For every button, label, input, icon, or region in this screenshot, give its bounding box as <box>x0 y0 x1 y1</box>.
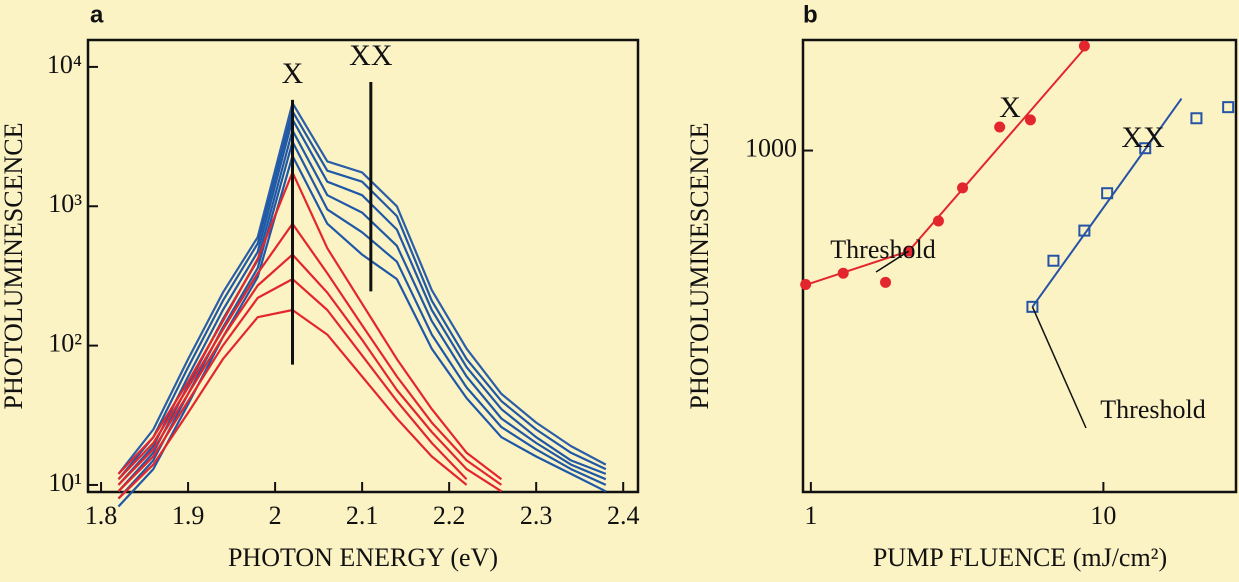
plot-frame <box>801 38 1238 494</box>
data-point <box>994 121 1006 133</box>
x-tick-label: 1 <box>804 501 817 530</box>
y-tick-label: 10² <box>48 329 82 358</box>
spectrum-line <box>117 118 607 486</box>
x-tick-label: 2.2 <box>433 501 466 530</box>
x-tick-label: 10 <box>1090 501 1116 530</box>
data-point <box>932 215 944 227</box>
y-tick-label: 10³ <box>48 189 82 218</box>
x-tick-label: 2.4 <box>607 501 640 530</box>
peak-label: XX <box>349 39 393 72</box>
data-point <box>1047 254 1060 267</box>
data-point <box>880 276 892 288</box>
spectrum-line <box>117 222 503 486</box>
annotation: Threshold <box>1100 395 1205 424</box>
data-point <box>1222 101 1235 114</box>
data-point <box>1026 300 1039 313</box>
data-point <box>1101 187 1114 200</box>
x-axis-label: PUMP FLUENCE (mJ/cm²) <box>873 543 1167 572</box>
spectrum-line <box>117 110 607 480</box>
y-axis-label: PHOTOLUMINESCENCE <box>0 123 28 410</box>
x-tick-label: 1.8 <box>85 501 118 530</box>
y-tick-label: 10¹ <box>48 468 82 497</box>
panel-label: b <box>803 1 818 28</box>
data-point <box>1139 142 1152 155</box>
spectrum-line <box>117 102 607 475</box>
y-tick-label: 1000 <box>745 134 797 163</box>
spectrum-line <box>117 171 503 481</box>
x-tick-label: 2.3 <box>520 501 553 530</box>
peak-label: X <box>282 57 304 90</box>
data-point <box>1078 224 1091 237</box>
data-point <box>837 267 849 279</box>
series-label: XX <box>1121 121 1165 154</box>
data-point <box>1190 112 1203 125</box>
data-point <box>1078 40 1090 52</box>
y-axis-label: PHOTOLUMINESCENCE <box>685 123 714 410</box>
x-axis-label: PHOTON ENERGY (eV) <box>228 543 498 572</box>
x-tick-label: 2 <box>269 501 282 530</box>
data-point <box>957 182 969 194</box>
series-label: X <box>999 91 1021 124</box>
data-point <box>800 278 812 290</box>
x-tick-label: 2.1 <box>346 501 379 530</box>
annotation-leader <box>875 250 910 273</box>
fit-line <box>1031 98 1183 308</box>
x-tick-label: 1.9 <box>172 501 205 530</box>
spectrum-line <box>117 140 607 500</box>
panel-label: a <box>90 1 104 28</box>
annotation-leader <box>1031 306 1087 429</box>
data-point <box>1024 114 1036 126</box>
y-tick-label: 10⁴ <box>47 50 82 79</box>
annotation: Threshold <box>830 235 935 264</box>
spectrum-line <box>117 253 502 493</box>
